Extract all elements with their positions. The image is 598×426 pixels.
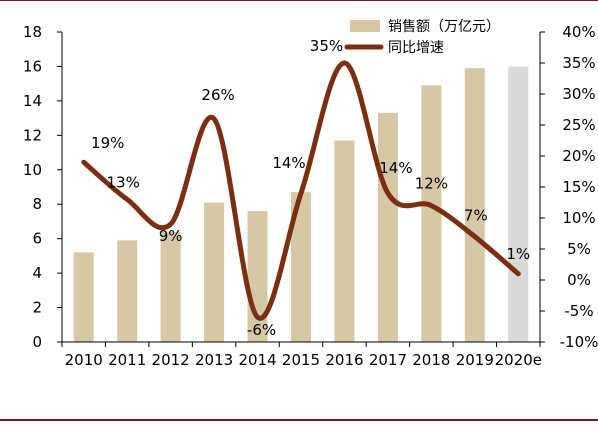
bar-2013 (204, 202, 225, 342)
bar-series (73, 66, 529, 343)
y-right-tick-label: 30% (562, 85, 595, 103)
y-right-tick-label: 40% (562, 23, 595, 41)
y-left-tick-label: 10 (23, 161, 42, 179)
y-left-tick-label: 8 (32, 195, 42, 213)
y-right-tick-label: 35% (562, 54, 595, 72)
y-right-tick-label: -10% (560, 333, 598, 351)
data-label-2016: 35% (310, 37, 343, 55)
data-label-2012: 9% (159, 227, 183, 245)
line-series (81, 60, 521, 321)
legend: 销售额（万亿元） 同比增速 (344, 19, 500, 56)
bar-2017 (377, 112, 398, 342)
top-rule (0, 0, 598, 1)
data-labels: 19%13%9%26%-6%14%35%14%12%7%1% (91, 37, 530, 339)
bottom-rule (0, 419, 598, 421)
data-label-2010: 19% (91, 134, 124, 152)
x-tick-label-2016: 2016 (325, 351, 363, 369)
y-right-tick-label: 15% (562, 178, 595, 196)
x-tick-label-2012: 2012 (152, 351, 190, 369)
bar-2010 (73, 252, 94, 342)
y-left-tick-label: 18 (23, 23, 42, 41)
y-right-tick-label: 0% (567, 271, 591, 289)
data-label-2017: 14% (379, 159, 412, 177)
data-label-2011: 13% (107, 173, 140, 191)
bar-2019 (464, 68, 485, 343)
x-tick-label-2014: 2014 (238, 351, 276, 369)
bar-2018 (421, 85, 442, 342)
legend-bar-swatch (350, 20, 380, 32)
x-tick-label-2017: 2017 (369, 351, 407, 369)
bar-2012 (160, 231, 181, 342)
axes: 0 2 4 6 8 10 12 14 16 18 -10% -5% 0% 5% 10% 15% 20% 25% 30… (23, 23, 598, 369)
x-tick-label-2019: 2019 (456, 351, 494, 369)
legend-line-label: 同比增速 (388, 40, 444, 56)
y-left-tick-label: 16 (23, 57, 42, 75)
legend-bar-label: 销售额（万亿元） (388, 19, 500, 35)
y-right-tick-label: 25% (562, 116, 595, 134)
y-left-tick-label: 6 (32, 230, 42, 248)
data-label-2015: 14% (272, 154, 305, 172)
bar-2011 (117, 240, 138, 342)
data-label-2013: 26% (201, 86, 234, 104)
y-right-tick-label: 5% (567, 240, 591, 258)
y-left-tick-label: 14 (23, 92, 42, 110)
bar-2015 (291, 192, 311, 342)
x-tick-label-2020e: 2020e (495, 351, 542, 369)
bar-2016 (334, 140, 355, 342)
data-label-2018: 12% (415, 175, 448, 193)
data-label-2014: -6% (247, 321, 276, 339)
x-tick-label-2011: 2011 (108, 351, 146, 369)
y-right-tick-label: 10% (562, 209, 595, 227)
y-right-tick-label: -5% (564, 302, 593, 320)
y-left-tick-label: 12 (23, 126, 42, 144)
y-right-tick-label: 20% (562, 147, 595, 165)
x-tick-label-2010: 2010 (65, 351, 103, 369)
growth-line (81, 60, 521, 321)
bar-2020e (508, 66, 529, 342)
y-left-tick-label: 2 (32, 299, 42, 317)
data-label-2020e: 1% (506, 245, 530, 263)
data-label-2019: 7% (464, 207, 488, 225)
y-left-tick-label: 4 (32, 264, 42, 282)
x-tick-label-2013: 2013 (195, 351, 233, 369)
y-left-tick-label: 0 (32, 333, 42, 351)
x-tick-label-2015: 2015 (282, 351, 320, 369)
x-tick-label-2018: 2018 (412, 351, 450, 369)
